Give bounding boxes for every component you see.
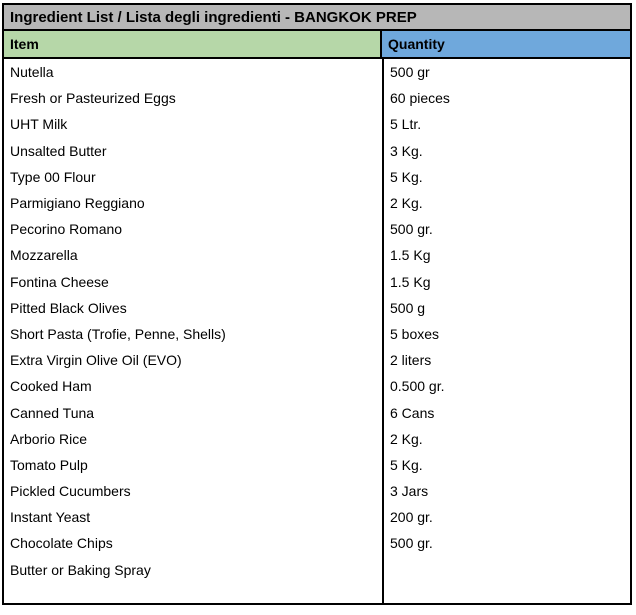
item-cell: Canned Tuna [10,404,95,421]
table-row: Fresh or Pasteurized Eggs 60 pieces [4,85,630,111]
quantity-cell: 3 Kg. [390,142,423,159]
column-divider [382,59,384,603]
item-cell: Arborio Rice [10,430,88,447]
table-row: Type 00 Flour 5 Kg. [4,164,630,190]
item-cell: Fresh or Pasteurized Eggs [10,90,176,107]
ingredient-list-table: Ingredient List / Lista degli ingredient… [2,3,632,605]
quantity-cell: 1.5 Kg [390,273,431,290]
table-body: Nutella 500 gr Fresh or Pasteurized Eggs… [4,59,630,603]
table-row: UHT Milk 5 Ltr. [4,111,630,137]
table-row: Extra Virgin Olive Oil (EVO) 2 liters [4,347,630,373]
quantity-cell: 5 Kg. [390,456,423,473]
quantity-cell: 0.500 gr. [390,378,445,395]
column-header-item: Item [4,31,382,57]
item-cell: Butter or Baking Spray [10,561,151,578]
table-row: Tomato Pulp 5 Kg. [4,452,630,478]
quantity-cell: 500 gr. [390,221,433,238]
quantity-cell: 2 Kg. [390,195,423,212]
table-rows-container: Nutella 500 gr Fresh or Pasteurized Eggs… [4,59,630,583]
item-cell: Extra Virgin Olive Oil (EVO) [10,352,182,369]
item-cell: Instant Yeast [10,509,91,526]
table-row: Unsalted Butter 3 Kg. [4,138,630,164]
table-row: Pitted Black Olives 500 g [4,295,630,321]
quantity-cell: 60 pieces [390,90,450,107]
table-row: Butter or Baking Spray [4,557,630,583]
item-cell: Unsalted Butter [10,142,107,159]
table-row: Pecorino Romano 500 gr. [4,216,630,242]
table-row: Short Pasta (Trofie, Penne, Shells) 5 bo… [4,321,630,347]
quantity-cell: 6 Cans [390,404,435,421]
item-cell: Mozzarella [10,247,78,264]
column-header-quantity: Quantity [382,31,630,57]
item-cell: Fontina Cheese [10,273,109,290]
item-cell: Tomato Pulp [10,456,88,473]
table-title: Ingredient List / Lista degli ingredient… [4,5,630,31]
quantity-cell: 5 Ltr. [390,116,422,133]
quantity-cell: 500 gr. [390,535,433,552]
item-cell: Cooked Ham [10,378,92,395]
table-row: Pickled Cucumbers 3 Jars [4,478,630,504]
quantity-cell: 500 gr [390,64,430,81]
item-cell: Parmigiano Reggiano [10,195,145,212]
table-row: Cooked Ham 0.500 gr. [4,373,630,399]
item-cell: Pitted Black Olives [10,299,127,316]
item-cell: UHT Milk [10,116,68,133]
quantity-cell: 200 gr. [390,509,433,526]
table-row: Nutella 500 gr [4,59,630,85]
quantity-cell: 5 boxes [390,325,440,342]
quantity-cell: 1.5 Kg [390,247,431,264]
table-row: Mozzarella 1.5 Kg [4,242,630,268]
item-cell: Short Pasta (Trofie, Penne, Shells) [10,325,226,342]
quantity-cell: 2 Kg. [390,430,423,447]
item-cell: Pickled Cucumbers [10,483,131,500]
quantity-cell: 500 g [390,299,426,316]
quantity-cell: 5 Kg. [390,168,423,185]
table-row: Arborio Rice 2 Kg. [4,426,630,452]
table-header-row: Item Quantity [4,31,630,59]
quantity-cell: 3 Jars [390,483,429,500]
table-row: Instant Yeast 200 gr. [4,504,630,530]
item-cell: Chocolate Chips [10,535,113,552]
table-row: Fontina Cheese 1.5 Kg [4,269,630,295]
item-cell: Type 00 Flour [10,168,96,185]
table-row: Canned Tuna 6 Cans [4,399,630,425]
item-cell: Pecorino Romano [10,221,123,238]
item-cell: Nutella [10,64,54,81]
table-row: Chocolate Chips 500 gr. [4,530,630,556]
table-row: Parmigiano Reggiano 2 Kg. [4,190,630,216]
quantity-cell: 2 liters [390,352,432,369]
